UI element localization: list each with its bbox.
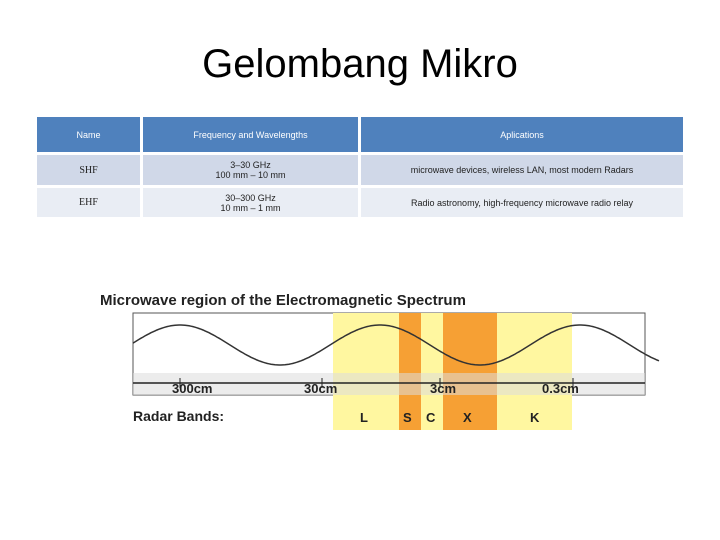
cell-line: 30–300 GHz [225, 192, 276, 203]
header-cell: Aplications [361, 117, 683, 152]
band-label: S [403, 410, 412, 425]
diagram-title: Microwave region of the Electromagnetic … [100, 292, 466, 309]
table-cell: 3–30 GHz 100 mm – 10 mm [143, 155, 358, 185]
table-cell: EHF [37, 188, 140, 217]
band-label: L [360, 410, 368, 425]
band-label: X [463, 410, 472, 425]
scale-band [133, 373, 645, 395]
scale-label: 3cm [430, 381, 456, 396]
cell-line: 3–30 GHz [230, 160, 271, 170]
scale-label: 30cm [304, 381, 337, 396]
bands-label: Radar Bands: [133, 408, 224, 424]
header-cell: Frequency and Wavelengths [143, 117, 358, 152]
cell-line: 10 mm – 1 mm [220, 202, 281, 213]
cell-line: 100 mm – 10 mm [215, 170, 286, 180]
table-cell: microwave devices, wireless LAN, most mo… [361, 155, 683, 185]
table-cell: 30–300 GHz 10 mm – 1 mm [143, 188, 358, 217]
band-x [443, 313, 497, 430]
scale-label: 0.3cm [542, 381, 579, 396]
band-label: K [530, 410, 540, 425]
band-s [399, 313, 421, 430]
header-cell: Name [37, 117, 140, 152]
slide-title: Gelombang Mikro [202, 42, 518, 86]
scale-label: 300cm [172, 381, 212, 396]
wave [132, 324, 660, 366]
band-label: C [426, 410, 436, 425]
table-cell: SHF [37, 155, 140, 185]
table-cell: Radio astronomy, high-frequency microwav… [361, 188, 683, 217]
